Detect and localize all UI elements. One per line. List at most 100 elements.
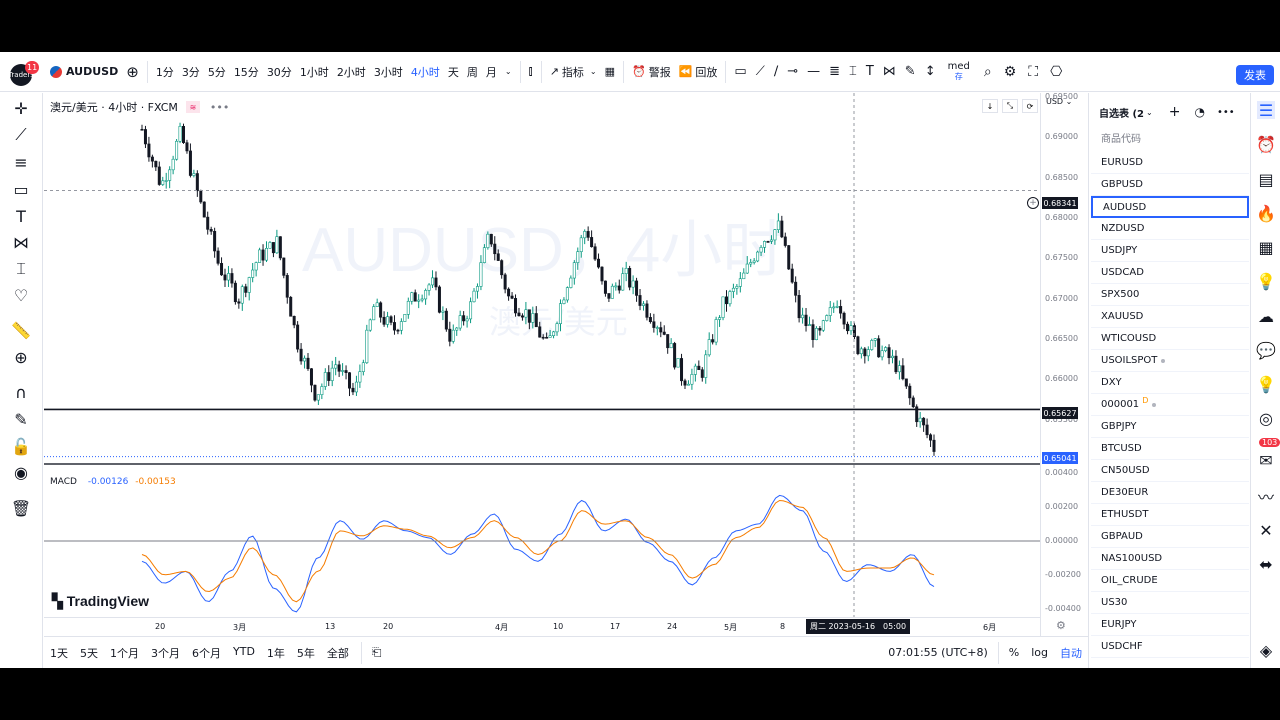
watchlist-item[interactable]: US30 xyxy=(1091,592,1249,614)
range-7[interactable]: 5年 xyxy=(296,646,315,660)
text-tool-icon[interactable]: T xyxy=(865,64,874,79)
symbol-search-button[interactable]: AUDUSD xyxy=(46,58,122,86)
streams-icon[interactable]: ☁ xyxy=(1258,306,1274,326)
hotlist-icon[interactable]: 🔥 xyxy=(1256,203,1276,223)
auto-toggle[interactable]: 自动 xyxy=(1060,646,1082,660)
prediction-icon[interactable]: ⌶ xyxy=(16,259,26,278)
trend-line-icon[interactable]: ⟋ xyxy=(15,125,27,144)
chart-canvas[interactable]: AUDUSD，4小时 澳元/美元 xyxy=(44,93,1040,636)
range-4[interactable]: 6个月 xyxy=(192,646,221,660)
broadcast-icon[interactable]: ◎ xyxy=(1259,408,1273,428)
watchlist-item[interactable]: USDCAD xyxy=(1091,262,1249,284)
search-icon[interactable]: ⌕ xyxy=(983,63,992,80)
watchlist-item[interactable]: ETHUSDT xyxy=(1091,504,1249,526)
interval-dropdown[interactable]: ⌄ xyxy=(501,58,516,86)
log-toggle[interactable]: log xyxy=(1031,646,1048,659)
interval-8[interactable]: 4小时 xyxy=(410,65,440,79)
ruler-icon[interactable]: 📏 xyxy=(11,320,31,340)
watchlist-item[interactable]: GBPUSD xyxy=(1091,174,1249,196)
horizontal-ray-icon[interactable]: ⊸ xyxy=(787,64,799,79)
gear-icon[interactable]: ⚙ xyxy=(1003,63,1017,80)
watchlist-item[interactable]: CN50USD xyxy=(1091,460,1249,482)
watchlist-item[interactable]: BTCUSD xyxy=(1091,438,1249,460)
currency-label[interactable]: USD ⌄ xyxy=(1046,97,1073,106)
publish-button[interactable]: 发表 xyxy=(1236,65,1274,85)
pattern-icon[interactable]: ⋈ xyxy=(13,232,29,252)
watchlist-item[interactable]: XAUUSD xyxy=(1091,306,1249,328)
trash-icon[interactable]: 🗑 xyxy=(10,498,32,518)
layouts-button[interactable]: ▦ xyxy=(601,58,619,86)
more-icon[interactable]: ••• xyxy=(1216,106,1235,118)
interval-4[interactable]: 30分 xyxy=(266,65,292,79)
range-5[interactable]: YTD xyxy=(233,644,255,658)
interval-10[interactable]: 周 xyxy=(466,65,478,79)
dom-icon[interactable]: ✕ xyxy=(1259,520,1273,540)
percent-toggle[interactable]: % xyxy=(1008,646,1020,659)
interval-11[interactable]: 月 xyxy=(485,65,497,79)
clock[interactable]: 07:01:55 (UTC+8) xyxy=(888,646,988,659)
zoom-in-icon[interactable]: ⊕ xyxy=(14,347,28,367)
shapes-icon[interactable]: ▭ xyxy=(13,179,29,199)
pattern-tool-icon[interactable]: ⋈ xyxy=(882,64,896,79)
watchlist-title[interactable]: 自选表 (2 xyxy=(1099,108,1145,120)
horizontal-line-icon[interactable]: — xyxy=(807,64,821,79)
watchlist-item[interactable]: USOILSPOT xyxy=(1091,350,1249,372)
time-axis[interactable]: 20 3月 13 20 4月 10 17 24 5月 8 6月 xyxy=(44,617,1040,636)
chats-icon[interactable]: 💬 xyxy=(1256,340,1276,360)
chart-type-button[interactable]: ⫾ xyxy=(525,58,537,86)
parallel-channel-icon[interactable]: ≣ xyxy=(829,64,841,79)
watchlist-item[interactable]: USDCHF xyxy=(1091,636,1249,658)
watchlist-item[interactable]: AUDUSD xyxy=(1091,196,1249,218)
watchlist-item[interactable]: DXY xyxy=(1091,372,1249,394)
goto-date-icon[interactable]: ⎗ xyxy=(371,645,382,659)
range-0[interactable]: 1天 xyxy=(50,646,68,660)
watchlist-item[interactable]: NAS100USD xyxy=(1091,548,1249,570)
collapse-icon[interactable]: ⤡ xyxy=(1002,99,1018,113)
range-2[interactable]: 1个月 xyxy=(110,646,139,660)
text-icon[interactable]: T xyxy=(16,206,26,226)
ideas-icon[interactable]: 💡 xyxy=(1256,271,1276,291)
interval-7[interactable]: 3小时 xyxy=(373,65,403,79)
measure-tool-icon[interactable]: ↕ xyxy=(924,64,936,79)
data-window-icon[interactable]: ▤ xyxy=(1258,169,1274,189)
eye-pink-icon[interactable]: ≋ xyxy=(185,101,200,113)
range-3[interactable]: 3个月 xyxy=(151,646,180,660)
watchlist-item[interactable]: USDJPY xyxy=(1091,240,1249,262)
range-1[interactable]: 5天 xyxy=(80,646,98,660)
add-symbol-icon[interactable]: + xyxy=(1168,104,1181,120)
chevron-down-icon[interactable]: ⌄ xyxy=(1146,107,1153,117)
layers-icon[interactable]: ◈ xyxy=(1259,640,1273,660)
interval-3[interactable]: 15分 xyxy=(233,65,259,79)
maximize-icon[interactable]: ⟳ xyxy=(1022,99,1038,113)
trading-panel-icon[interactable]: 〰 xyxy=(1257,488,1274,507)
watchlist-icon[interactable]: ☰ xyxy=(1257,100,1275,120)
messages-icon[interactable]: ✉ xyxy=(1259,450,1273,470)
camera-icon[interactable]: ⎔ xyxy=(1050,63,1063,80)
fib-icon[interactable]: ≡ xyxy=(14,152,28,172)
replay-button[interactable]: ⏪ 回放 xyxy=(675,58,722,86)
advanced-view-icon[interactable]: ◔ xyxy=(1194,105,1205,119)
interval-6[interactable]: 2小时 xyxy=(336,65,366,79)
pencil-lock-icon[interactable]: ✎ xyxy=(14,409,28,429)
compare-button[interactable]: ⊕ xyxy=(122,58,143,86)
watchlist-item[interactable]: GBPAUD xyxy=(1091,526,1249,548)
arrow-down-icon[interactable]: ↓ xyxy=(982,99,998,113)
watchlist-item[interactable]: SPX500 xyxy=(1091,284,1249,306)
heart-icon[interactable]: ♡ xyxy=(13,285,29,305)
brush-tool-icon[interactable]: ✎ xyxy=(904,64,916,79)
trend-line-tool-icon[interactable]: ⟋ xyxy=(755,64,765,79)
object-tree-icon[interactable]: ⬌ xyxy=(1259,554,1273,574)
watchlist-item[interactable]: NZDUSD xyxy=(1091,218,1249,240)
watchlist-item[interactable]: 000001 D xyxy=(1091,394,1249,416)
notifications-icon[interactable]: 💡 xyxy=(1256,374,1276,394)
save-layout-button[interactable]: med 存 xyxy=(944,58,974,86)
rectangle-tool-icon[interactable]: ▭ xyxy=(734,64,747,79)
chart-pane[interactable]: AUDUSD，4小时 澳元/美元 澳元/美元 · 4小时 · FXCM ≋ ••… xyxy=(44,93,1066,636)
fullscreen-icon[interactable]: ⛶ xyxy=(1028,63,1039,80)
watchlist-item[interactable]: WTICOUSD xyxy=(1091,328,1249,350)
watchlist-item[interactable]: EURUSD xyxy=(1091,152,1249,174)
range-6[interactable]: 1年 xyxy=(266,646,285,660)
add-alert-icon[interactable]: + xyxy=(1027,197,1039,209)
calendar-icon[interactable]: ▦ xyxy=(1258,237,1274,257)
range-8[interactable]: 全部 xyxy=(326,646,349,660)
